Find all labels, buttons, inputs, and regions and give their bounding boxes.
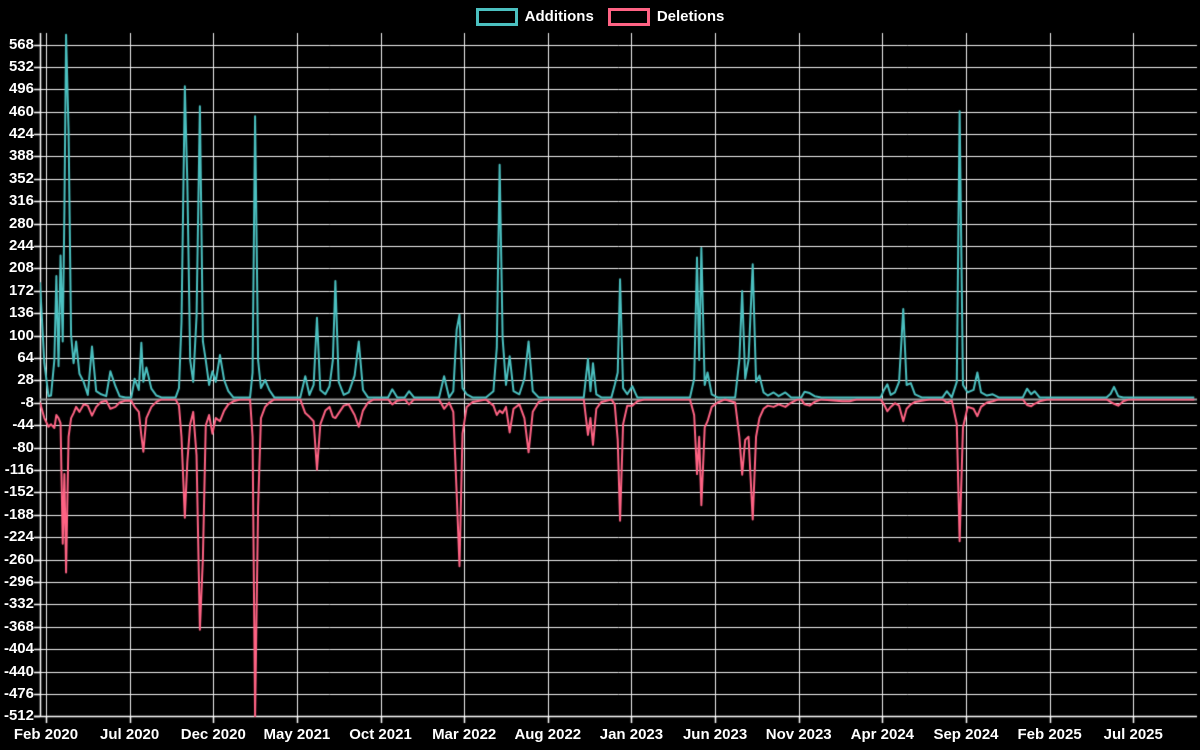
x-tick-label: Sep 2024 <box>933 726 999 743</box>
x-tick-label: Jul 2020 <box>100 726 160 743</box>
y-tick-label: -296 <box>3 573 34 591</box>
y-tick-label: -80 <box>12 438 34 456</box>
y-tick-label: -116 <box>4 461 34 479</box>
y-tick-label: 28 <box>17 371 34 389</box>
x-tick-label: Nov 2023 <box>765 726 832 743</box>
y-tick-label: 172 <box>8 281 34 299</box>
y-tick-label: -440 <box>3 662 34 680</box>
y-tick-label: -404 <box>3 640 34 658</box>
y-tick-label: 100 <box>8 326 34 344</box>
y-tick-label: -260 <box>3 550 34 568</box>
y-tick-label: 208 <box>8 259 34 277</box>
y-tick-label: 388 <box>8 147 34 165</box>
y-tick-label: -152 <box>3 483 34 501</box>
legend-label-additions: Additions <box>524 8 594 25</box>
x-tick-label: May 2021 <box>263 726 331 743</box>
legend-item-deletions[interactable]: Deletions <box>607 8 725 26</box>
legend-swatch-additions <box>475 8 518 26</box>
y-tick-label: 352 <box>8 169 34 187</box>
y-tick-label: 316 <box>8 192 34 210</box>
x-tick-label: Oct 2021 <box>349 726 412 743</box>
y-tick-label: -476 <box>3 685 34 703</box>
x-tick-label: Feb 2025 <box>1017 726 1082 743</box>
y-tick-label: 280 <box>8 214 34 232</box>
y-tick-label: 568 <box>8 35 34 53</box>
y-tick-label: 136 <box>8 304 34 322</box>
y-tick-label: -44 <box>12 416 34 434</box>
x-tick-label: Jun 2023 <box>682 726 748 743</box>
y-tick-label: 496 <box>8 80 34 98</box>
y-tick-label: 424 <box>8 125 34 143</box>
y-tick-label: -224 <box>3 528 34 546</box>
x-tick-label: Jan 2023 <box>599 726 664 743</box>
y-tick-label: -8 <box>20 393 34 411</box>
y-tick-label: -188 <box>3 505 34 523</box>
y-tick-label: 64 <box>17 349 34 367</box>
y-tick-label: 244 <box>8 237 34 255</box>
x-tick-label: Dec 2020 <box>180 726 246 743</box>
y-tick-label: -368 <box>3 617 34 635</box>
x-tick-label: Jul 2025 <box>1103 726 1163 743</box>
y-tick-label: 460 <box>8 102 34 120</box>
x-tick-label: Feb 2020 <box>13 726 79 743</box>
legend-swatch-deletions <box>607 8 650 26</box>
y-tick-label: -332 <box>3 595 34 613</box>
legend: Additions Deletions <box>0 8 1200 26</box>
x-tick-label: Aug 2022 <box>514 726 582 743</box>
y-tick-label: -512 <box>3 707 34 725</box>
y-tick-label: 532 <box>8 57 34 75</box>
legend-label-deletions: Deletions <box>656 8 725 25</box>
x-tick-label: Apr 2024 <box>850 726 915 743</box>
x-tick-label: Mar 2022 <box>432 726 497 743</box>
legend-item-additions[interactable]: Additions <box>475 8 594 26</box>
